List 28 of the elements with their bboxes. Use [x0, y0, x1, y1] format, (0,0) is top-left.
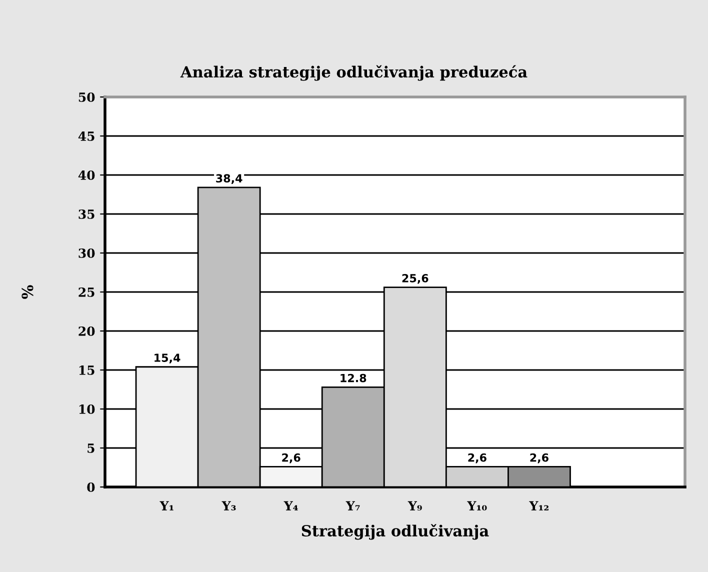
y-tick-label: 45 [78, 131, 94, 141]
y-tick-label: 5 [88, 444, 94, 453]
data-label: 38,4 [216, 174, 242, 184]
y-tick-label: 15 [79, 365, 94, 375]
data-label: 2,6 [468, 453, 486, 464]
y-tick-label: 30 [78, 248, 95, 258]
y-tick-label: 0 [87, 482, 95, 492]
x-axis-title: Strategija odlučivanja [302, 524, 489, 540]
chart-title: Analiza strategije odlučivanja preduzeća [180, 65, 528, 81]
x-tick-label: Y₄ [284, 501, 298, 510]
y-tick-label: 10 [79, 404, 95, 414]
data-label: 12.8 [340, 374, 366, 382]
x-tick-label: Y₁₂ [529, 501, 548, 510]
data-label: 15,4 [154, 354, 180, 364]
y-tick-label: 50 [78, 92, 95, 102]
y-tick-label: 25 [78, 287, 94, 297]
data-label: 2,6 [530, 453, 548, 464]
x-tick-label: Y₉ [408, 501, 422, 510]
y-axis-title: % [22, 285, 34, 299]
x-tick-label: Y₁₀ [467, 501, 487, 510]
y-tick-label: 20 [78, 326, 95, 336]
x-tick-label: Y₁ [160, 501, 174, 510]
x-tick-label: Y₇ [346, 501, 360, 510]
data-label: 2,6 [282, 453, 300, 464]
data-label: 25,6 [402, 274, 428, 284]
y-tick-label: 35 [78, 209, 94, 219]
y-tick-label: 40 [78, 170, 95, 180]
x-tick-label: Y₃ [222, 501, 236, 510]
